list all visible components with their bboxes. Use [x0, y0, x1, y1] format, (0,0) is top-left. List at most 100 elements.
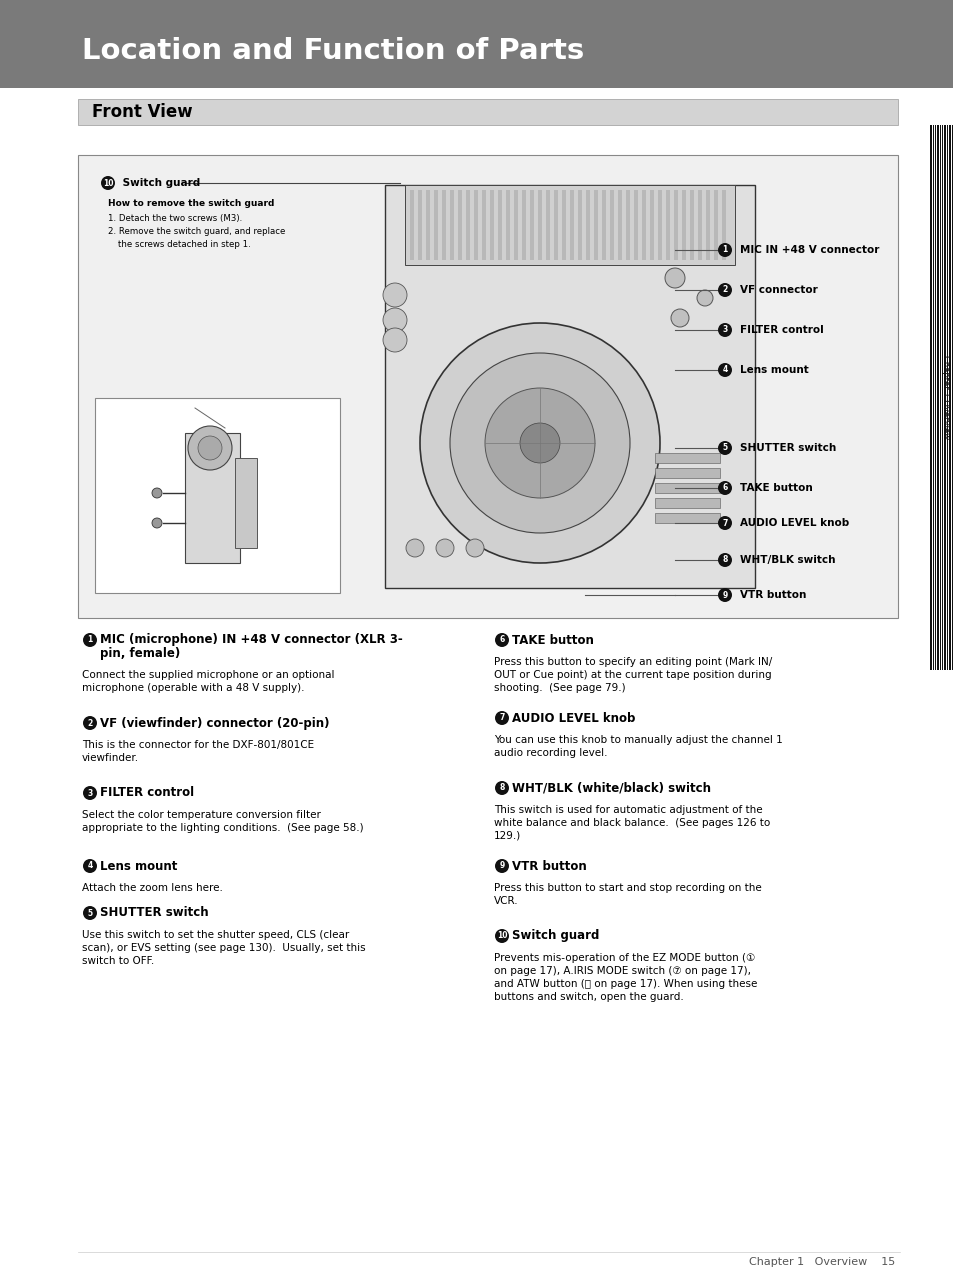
- Bar: [943, 125, 945, 670]
- Text: Attach the zoom lens here.: Attach the zoom lens here.: [82, 883, 223, 893]
- Bar: [465, 190, 470, 260]
- Circle shape: [718, 589, 731, 603]
- Text: MIC IN +48 V connector: MIC IN +48 V connector: [740, 245, 879, 255]
- Text: 9: 9: [498, 861, 504, 870]
- Circle shape: [83, 906, 97, 920]
- Circle shape: [198, 436, 222, 460]
- Circle shape: [382, 283, 407, 307]
- Bar: [505, 190, 510, 260]
- Bar: [665, 190, 669, 260]
- Text: and ATW button (⑭ on page 17). When using these: and ATW button (⑭ on page 17). When usin…: [494, 978, 757, 989]
- Bar: [417, 190, 421, 260]
- Circle shape: [718, 283, 731, 297]
- Text: scan), or EVS setting (see page 130).  Usually, set this: scan), or EVS setting (see page 130). Us…: [82, 943, 365, 953]
- Text: This is the connector for the DXF-801/801CE: This is the connector for the DXF-801/80…: [82, 740, 314, 750]
- Bar: [569, 190, 574, 260]
- Circle shape: [495, 633, 509, 647]
- Bar: [521, 190, 525, 260]
- Text: AUDIO LEVEL knob: AUDIO LEVEL knob: [740, 519, 848, 527]
- Text: This switch is used for automatic adjustment of the: This switch is used for automatic adjust…: [494, 805, 761, 815]
- Bar: [951, 125, 952, 670]
- Bar: [0, 0, 953, 88]
- Circle shape: [670, 310, 688, 327]
- Text: SHUTTER switch: SHUTTER switch: [100, 907, 209, 920]
- Bar: [941, 125, 942, 670]
- Text: Chapter 1 Overview: Chapter 1 Overview: [941, 355, 949, 440]
- Text: VCR.: VCR.: [494, 896, 518, 906]
- Text: 1: 1: [88, 636, 92, 645]
- Bar: [625, 190, 629, 260]
- Bar: [490, 190, 494, 260]
- Circle shape: [83, 716, 97, 730]
- Bar: [946, 125, 947, 670]
- Text: FILTER control: FILTER control: [740, 325, 822, 335]
- Bar: [658, 190, 661, 260]
- Text: Chapter 1   Overview    15: Chapter 1 Overview 15: [748, 1257, 894, 1268]
- Circle shape: [718, 482, 731, 496]
- Text: switch to OFF.: switch to OFF.: [82, 956, 154, 966]
- Bar: [698, 190, 701, 260]
- Text: shooting.  (See page 79.): shooting. (See page 79.): [494, 683, 625, 693]
- Text: Lens mount: Lens mount: [100, 860, 177, 873]
- Text: buttons and switch, open the guard.: buttons and switch, open the guard.: [494, 992, 683, 1001]
- Text: on page 17), A.IRIS MODE switch (⑦ on page 17),: on page 17), A.IRIS MODE switch (⑦ on pa…: [494, 966, 750, 976]
- Bar: [673, 190, 678, 260]
- Text: appropriate to the lighting conditions.  (See page 58.): appropriate to the lighting conditions. …: [82, 823, 363, 833]
- Circle shape: [664, 268, 684, 288]
- Text: 4: 4: [88, 861, 92, 870]
- Text: pin, female): pin, female): [100, 646, 180, 660]
- Bar: [655, 454, 720, 462]
- Bar: [641, 190, 645, 260]
- Bar: [514, 190, 517, 260]
- Text: Prevents mis-operation of the EZ MODE button (①: Prevents mis-operation of the EZ MODE bu…: [494, 953, 755, 963]
- Circle shape: [519, 423, 559, 462]
- Bar: [649, 190, 654, 260]
- Bar: [929, 125, 931, 670]
- Circle shape: [188, 426, 232, 470]
- Bar: [474, 190, 477, 260]
- Circle shape: [83, 786, 97, 800]
- Text: 6: 6: [721, 484, 727, 493]
- Text: MIC (microphone) IN +48 V connector (XLR 3-: MIC (microphone) IN +48 V connector (XLR…: [100, 633, 402, 646]
- Bar: [545, 190, 550, 260]
- Text: 129.): 129.): [494, 831, 520, 841]
- Bar: [530, 190, 534, 260]
- Text: Use this switch to set the shutter speed, CLS (clear: Use this switch to set the shutter speed…: [82, 930, 349, 940]
- Text: TAKE button: TAKE button: [512, 633, 594, 646]
- Circle shape: [101, 176, 115, 190]
- Text: You can use this knob to manually adjust the channel 1: You can use this knob to manually adjust…: [494, 735, 781, 745]
- Bar: [601, 190, 605, 260]
- Text: 8: 8: [721, 555, 727, 564]
- Text: microphone (operable with a 48 V supply).: microphone (operable with a 48 V supply)…: [82, 683, 304, 693]
- Text: Press this button to start and stop recording on the: Press this button to start and stop reco…: [494, 883, 760, 893]
- Circle shape: [152, 488, 162, 498]
- Bar: [932, 125, 933, 670]
- Circle shape: [718, 324, 731, 338]
- Bar: [713, 190, 718, 260]
- Text: 2: 2: [88, 719, 92, 727]
- Text: 1: 1: [721, 246, 727, 255]
- Bar: [578, 190, 581, 260]
- Bar: [561, 190, 565, 260]
- Bar: [537, 190, 541, 260]
- Bar: [234, 457, 256, 548]
- Text: 6: 6: [498, 636, 504, 645]
- Bar: [655, 483, 720, 493]
- Text: 7: 7: [721, 519, 727, 527]
- Text: SHUTTER switch: SHUTTER switch: [740, 443, 836, 454]
- Text: Connect the supplied microphone or an optional: Connect the supplied microphone or an op…: [82, 670, 335, 680]
- Text: viewfinder.: viewfinder.: [82, 753, 139, 763]
- Text: 10: 10: [497, 931, 507, 940]
- Bar: [585, 190, 589, 260]
- Circle shape: [697, 290, 712, 306]
- Text: Select the color temperature conversion filter: Select the color temperature conversion …: [82, 810, 320, 820]
- Bar: [655, 468, 720, 478]
- Circle shape: [406, 539, 423, 557]
- Bar: [410, 190, 414, 260]
- Bar: [655, 498, 720, 508]
- Text: AUDIO LEVEL knob: AUDIO LEVEL knob: [512, 711, 635, 725]
- Text: 3: 3: [88, 789, 92, 798]
- Bar: [450, 190, 454, 260]
- Bar: [594, 190, 598, 260]
- Bar: [689, 190, 693, 260]
